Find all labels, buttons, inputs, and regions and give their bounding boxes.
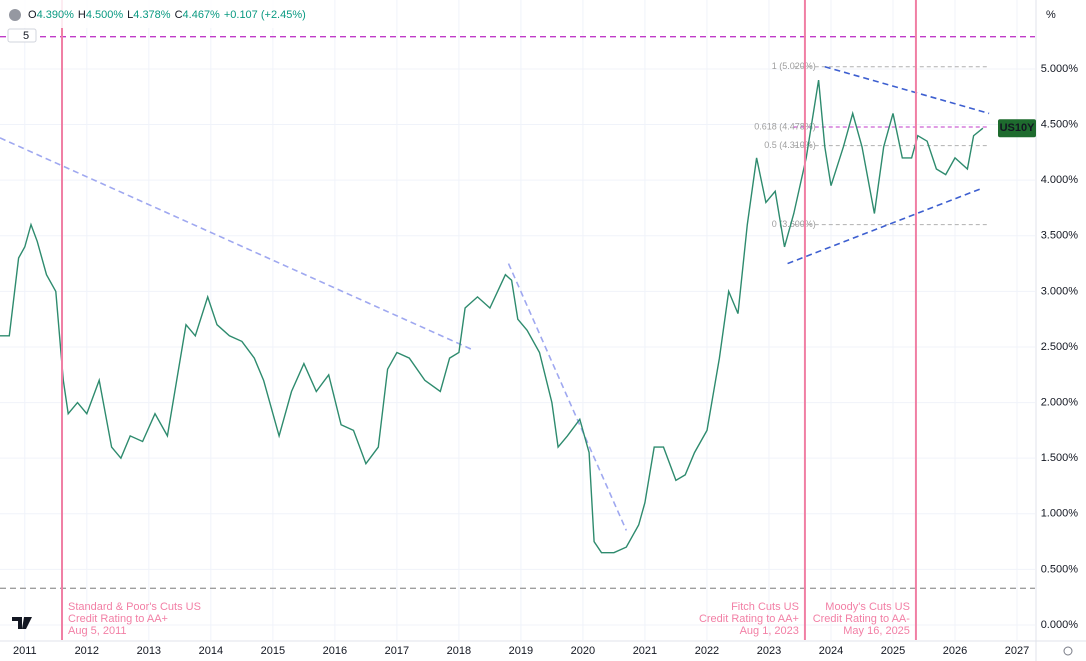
ohlc-value: 4.390% [37,9,75,21]
settings-icon[interactable] [1063,646,1073,656]
header-bg [0,0,300,28]
x-tick-label: 2012 [75,645,99,657]
event-label: May 16, 2025 [843,625,910,637]
y-tick-label: 4.000% [1041,174,1079,186]
event-label: Credit Rating to AA- [813,613,911,625]
x-tick-label: 2018 [447,645,471,657]
y-tick-label: 3.000% [1041,285,1079,297]
event-label: Aug 1, 2023 [740,625,799,637]
event-label: Aug 5, 2011 [68,625,127,637]
tv-logo[interactable] [12,617,32,629]
event-label: Credit Rating to AA+ [699,613,799,625]
x-tick-label: 2023 [757,645,781,657]
menu-icon[interactable] [9,9,21,21]
x-tick-label: 2011 [13,645,37,657]
ohlc-value: 4.378% [133,9,171,21]
event-label: Credit Rating to AA+ [68,613,168,625]
y-tick-label: 0.000% [1041,619,1079,631]
event-label: Standard & Poor's Cuts US [68,601,201,613]
event-label: Moody's Cuts US [825,601,910,613]
trendline [507,263,628,531]
y-unit: % [1046,9,1056,21]
x-tick-label: 2019 [509,645,533,657]
fib-label: 0.5 (4.310%) [764,140,816,150]
symbol-badge [998,119,1036,138]
x-tick-label: 2015 [261,645,285,657]
ohlc-label: H [78,9,86,21]
y-tick-label: 4.500% [1041,118,1079,130]
x-tick-label: 2014 [199,645,223,657]
x-tick-label: 2017 [385,645,409,657]
x-tick-label: 2020 [571,645,595,657]
trendline [824,65,990,115]
change: +0.107 (+2.45%) [224,9,306,21]
x-tick-label: 2025 [881,645,905,657]
y-tick-label: 0.500% [1041,563,1079,575]
x-tick-label: 2021 [633,645,657,657]
ohlc-label: O [28,9,37,21]
symbol-label: US10Y [1000,122,1036,134]
x-tick-label: 2026 [943,645,967,657]
y-tick-label: 1.000% [1041,508,1079,520]
fib-label: 0.618 (4.478%) [754,121,816,131]
y-tick-label: 5.000% [1041,63,1079,75]
fib-label: 1 (5.020%) [772,61,816,71]
ohlc-header: O4.390% H4.500% L4.378% C4.467% +0.107 (+2.4… [28,9,306,21]
y-tick-label: 1.500% [1041,452,1079,464]
x-tick-label: 2016 [323,645,347,657]
interval-box[interactable] [7,28,37,43]
interval: 5 [23,30,29,42]
x-tick-label: 2022 [695,645,719,657]
fib-label: 0 (3.600%) [772,219,816,229]
y-tick-label: 2.000% [1041,396,1079,408]
x-tick-label: 2013 [137,645,161,657]
ohlc-value: 4.467% [183,9,221,21]
x-tick-label: 2027 [1005,645,1029,657]
event-label: Fitch Cuts US [731,601,799,613]
ohlc-label: L [127,9,133,21]
trendline [0,137,472,350]
ohlc-value: 4.500% [86,9,124,21]
x-tick-label: 2024 [819,645,843,657]
y-tick-label: 3.500% [1041,230,1079,242]
trendline [787,187,984,265]
ohlc-label: C [175,9,183,21]
price-line [0,79,984,554]
y-tick-label: 2.500% [1041,341,1079,353]
